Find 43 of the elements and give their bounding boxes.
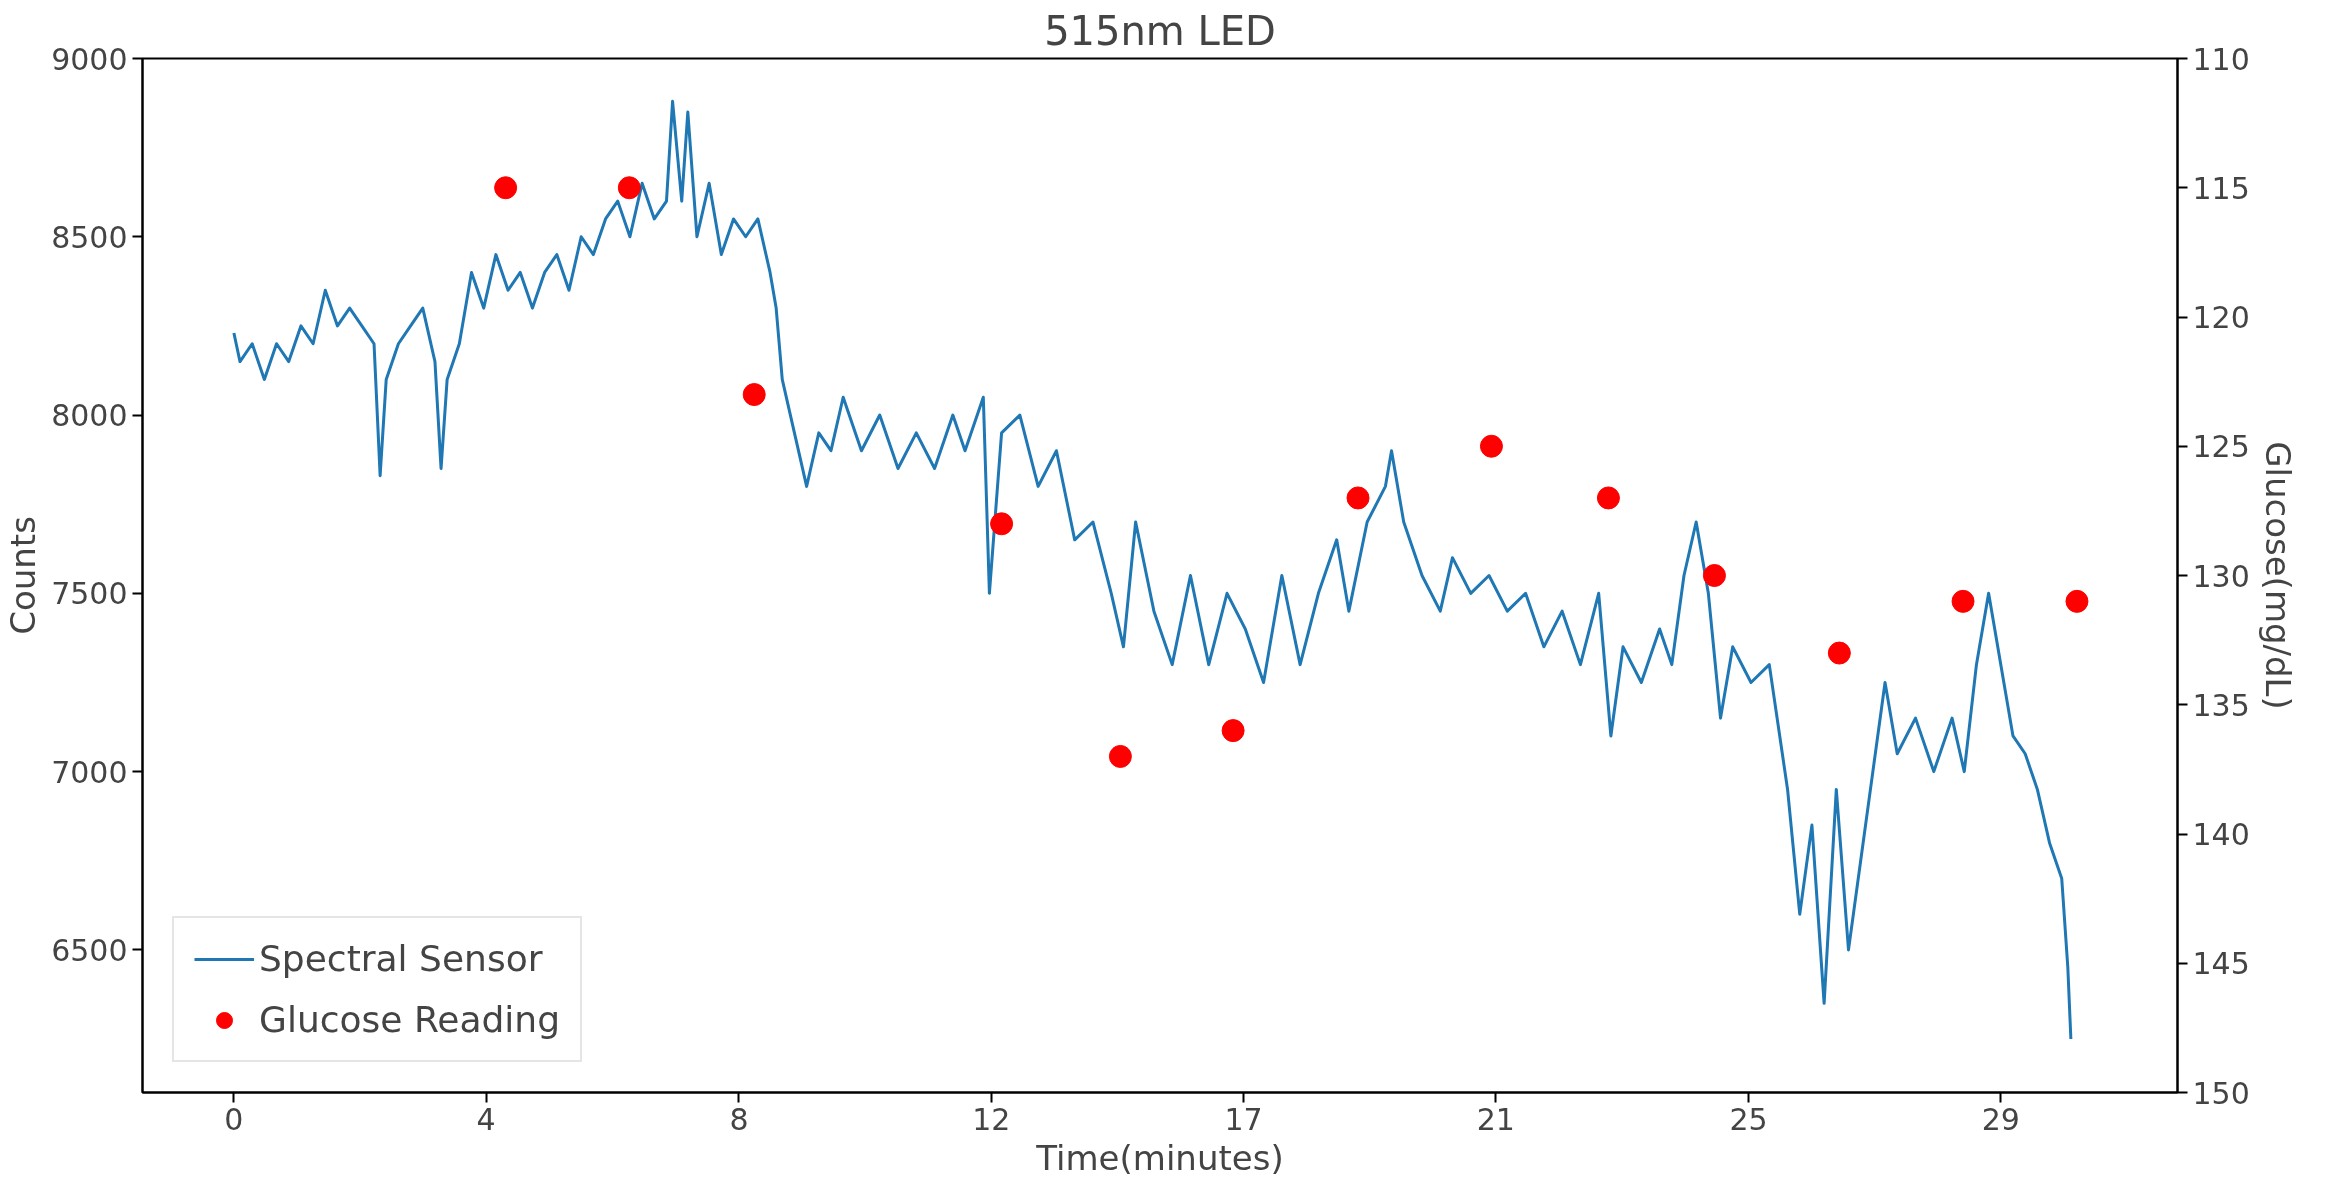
x-tick-label: 29 [1981, 1101, 2020, 1137]
point [1596, 486, 1620, 510]
y-axis-title: Counts [3, 516, 44, 635]
x-axis-title: Time(minutes) [1035, 1137, 1284, 1178]
y-tick-label: 8500 [51, 219, 128, 255]
legend-label: Spectral Sensor [259, 938, 543, 979]
chart-title: 515nm LED [1044, 7, 1276, 54]
line-series [232, 99, 2073, 1041]
point [494, 176, 518, 200]
point [1702, 564, 1726, 587]
y2-tick-label: 115 [2192, 170, 2250, 206]
point [1108, 744, 1132, 768]
y2-tick-label: 150 [2192, 1075, 2250, 1111]
y2-tick-label: 135 [2192, 687, 2250, 723]
point [1951, 589, 1975, 613]
x-tick-label: 21 [1476, 1101, 1515, 1137]
x-tick-label: 0 [224, 1101, 244, 1137]
y2-tick-label: 110 [2192, 41, 2250, 77]
x-tick-label: 4 [476, 1101, 496, 1137]
x-tick-label: 8 [729, 1101, 749, 1137]
y-tick-label: 8000 [51, 398, 128, 434]
y2-tick-label: 130 [2192, 558, 2250, 594]
y-tick-label: 9000 [51, 41, 128, 77]
y2-tick-label: 145 [2192, 946, 2250, 982]
point [1346, 486, 1370, 510]
y-tick-label: 6500 [51, 932, 128, 968]
point [617, 176, 641, 200]
point [990, 512, 1014, 536]
point [1221, 719, 1245, 743]
x-tick-label: 12 [972, 1101, 1011, 1137]
x-tick-label: 25 [1729, 1101, 1768, 1137]
x-tick-label: 17 [1224, 1101, 1263, 1137]
y-tick-label: 7500 [51, 576, 128, 612]
point [1479, 434, 1503, 458]
y2-tick-label: 120 [2192, 300, 2250, 335]
point [2065, 589, 2089, 613]
y-tick-label: 7000 [51, 754, 128, 790]
y2-tick-label: 125 [2192, 429, 2250, 465]
y2-tick-label: 140 [2192, 817, 2250, 852]
y2-axis-title: Glucose(mg/dL) [2257, 441, 2298, 710]
point [742, 383, 766, 407]
legend-label: Glucose Reading [259, 999, 561, 1040]
point [1827, 641, 1851, 665]
